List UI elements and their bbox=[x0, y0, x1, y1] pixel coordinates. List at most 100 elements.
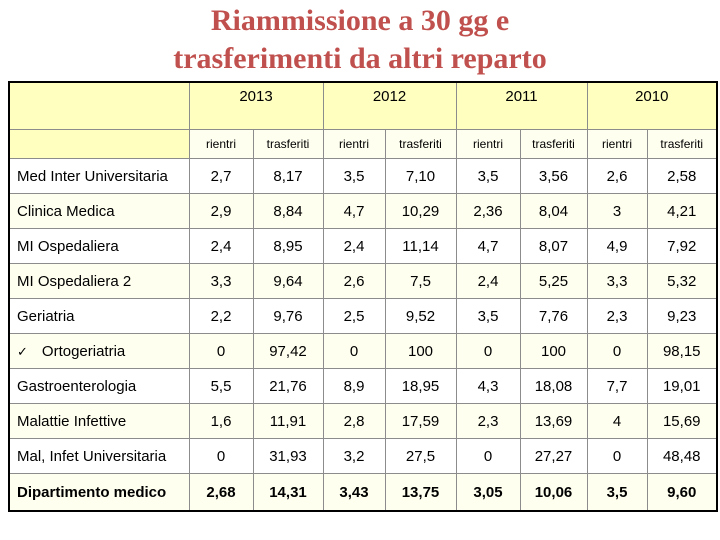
table-row: Clinica Medica 2,9 8,84 4,7 10,29 2,36 8,04 3 4,… bbox=[8, 193, 718, 229]
value-cell: 2,36 bbox=[455, 193, 521, 229]
value-cell: 2,8 bbox=[322, 403, 386, 439]
slide-title: Riammissione a 30 gg e trasferimenti da … bbox=[0, 2, 720, 78]
value-cell: 9,52 bbox=[384, 298, 457, 334]
value-cell: 4,21 bbox=[646, 193, 718, 229]
table-row: Med Inter Universitaria 2,7 8,17 3,5 7,10 3,5… bbox=[8, 158, 718, 194]
value-cell: 8,17 bbox=[252, 158, 324, 194]
value-cell: 18,95 bbox=[384, 368, 457, 404]
value-cell: 2,5 bbox=[322, 298, 386, 334]
value-cell: 7,7 bbox=[586, 368, 648, 404]
value-cell: 2,9 bbox=[188, 193, 254, 229]
total-value-cell: 14,31 bbox=[252, 473, 324, 512]
value-cell: 3,56 bbox=[519, 158, 588, 194]
value-cell: 2,3 bbox=[455, 403, 521, 439]
total-value-cell: 3,43 bbox=[322, 473, 386, 512]
table-row: MI Ospedaliera 2,4 8,95 2,4 11,14 4,7 8,07 4,9 7… bbox=[8, 228, 718, 264]
row-label: Mal, Infet Universitaria bbox=[8, 438, 190, 474]
value-cell: 2,6 bbox=[322, 263, 386, 299]
year-header-2012: 2012 bbox=[322, 81, 457, 130]
value-cell: 17,59 bbox=[384, 403, 457, 439]
value-cell: 4,9 bbox=[586, 228, 648, 264]
year-header-2011: 2011 bbox=[455, 81, 588, 130]
value-cell: 4,7 bbox=[322, 193, 386, 229]
value-cell: 0 bbox=[322, 333, 386, 369]
value-cell: 2,4 bbox=[188, 228, 254, 264]
sub-header-rientri: rientri bbox=[188, 129, 254, 159]
row-label: Gastroenterologia bbox=[8, 368, 190, 404]
value-cell: 3,5 bbox=[455, 158, 521, 194]
value-cell: 7,5 bbox=[384, 263, 457, 299]
value-cell: 7,76 bbox=[519, 298, 588, 334]
value-cell: 19,01 bbox=[646, 368, 718, 404]
sub-header-trasferiti: trasferiti bbox=[384, 129, 457, 159]
value-cell: 2,2 bbox=[188, 298, 254, 334]
value-cell: 9,64 bbox=[252, 263, 324, 299]
sub-corner-cell bbox=[8, 129, 190, 159]
sub-header-trasferiti: trasferiti bbox=[519, 129, 588, 159]
value-cell: 8,95 bbox=[252, 228, 324, 264]
value-cell: 4 bbox=[586, 403, 648, 439]
value-cell: 2,3 bbox=[586, 298, 648, 334]
value-cell: 0 bbox=[188, 438, 254, 474]
value-cell: 27,27 bbox=[519, 438, 588, 474]
check-icon: ✓ bbox=[17, 343, 28, 359]
value-cell: 0 bbox=[586, 438, 648, 474]
title-line-2: trasferimenti da altri reparto bbox=[173, 42, 547, 75]
value-cell: 31,93 bbox=[252, 438, 324, 474]
total-value-cell: 9,60 bbox=[646, 473, 718, 512]
row-label: Med Inter Universitaria bbox=[8, 158, 190, 194]
value-cell: 15,69 bbox=[646, 403, 718, 439]
row-label: MI Ospedaliera 2 bbox=[8, 263, 190, 299]
value-cell: 3,5 bbox=[322, 158, 386, 194]
value-cell: 13,69 bbox=[519, 403, 588, 439]
value-cell: 3,2 bbox=[322, 438, 386, 474]
value-cell: 0 bbox=[586, 333, 648, 369]
total-value-cell: 3,5 bbox=[586, 473, 648, 512]
value-cell: 11,14 bbox=[384, 228, 457, 264]
value-cell: 8,84 bbox=[252, 193, 324, 229]
value-cell: 0 bbox=[455, 438, 521, 474]
value-cell: 11,91 bbox=[252, 403, 324, 439]
sub-header-rientri: rientri bbox=[586, 129, 648, 159]
year-header-row: 2013 2012 2011 2010 bbox=[8, 81, 718, 130]
table-row: Geriatria 2,2 9,76 2,5 9,52 3,5 7,76 2,3 9,23 bbox=[8, 298, 718, 334]
value-cell: 0 bbox=[188, 333, 254, 369]
value-cell: 8,07 bbox=[519, 228, 588, 264]
total-label: Dipartimento medico bbox=[8, 473, 190, 512]
value-cell: 2,4 bbox=[322, 228, 386, 264]
value-cell: 4,7 bbox=[455, 228, 521, 264]
value-cell: 98,15 bbox=[646, 333, 718, 369]
value-cell: 97,42 bbox=[252, 333, 324, 369]
value-cell: 18,08 bbox=[519, 368, 588, 404]
readmission-table: 2013 2012 2011 2010 rientri trasferiti r… bbox=[8, 81, 718, 512]
value-cell: 5,32 bbox=[646, 263, 718, 299]
table-row: ✓ Ortogeriatria 0 97,42 0 100 0 100 0 98,15 bbox=[8, 333, 718, 369]
year-header-2013: 2013 bbox=[188, 81, 324, 130]
row-label-text: Ortogeriatria bbox=[41, 342, 126, 360]
row-label: Malattie Infettive bbox=[8, 403, 190, 439]
sub-header-trasferiti: trasferiti bbox=[252, 129, 324, 159]
value-cell: 3,5 bbox=[455, 298, 521, 334]
table-body: 2013 2012 2011 2010 rientri trasferiti r… bbox=[8, 81, 718, 512]
total-row: Dipartimento medico 2,68 14,31 3,43 13,75 3,0… bbox=[8, 473, 718, 512]
sub-header-rientri: rientri bbox=[455, 129, 521, 159]
row-label: MI Ospedaliera bbox=[8, 228, 190, 264]
value-cell: 27,5 bbox=[384, 438, 457, 474]
total-value-cell: 2,68 bbox=[188, 473, 254, 512]
total-value-cell: 13,75 bbox=[384, 473, 457, 512]
table-row: Gastroenterologia 5,5 21,76 8,9 18,95 4,3 18,0… bbox=[8, 368, 718, 404]
value-cell: 5,25 bbox=[519, 263, 588, 299]
value-cell: 8,9 bbox=[322, 368, 386, 404]
value-cell: 1,6 bbox=[188, 403, 254, 439]
sub-header-trasferiti: trasferiti bbox=[646, 129, 718, 159]
corner-cell bbox=[8, 81, 190, 130]
value-cell: 9,23 bbox=[646, 298, 718, 334]
table-row: Mal, Infet Universitaria 0 31,93 3,2 27,5 0 27… bbox=[8, 438, 718, 474]
value-cell: 9,76 bbox=[252, 298, 324, 334]
value-cell: 48,48 bbox=[646, 438, 718, 474]
value-cell: 3,3 bbox=[586, 263, 648, 299]
sub-header-rientri: rientri bbox=[322, 129, 386, 159]
value-cell: 100 bbox=[384, 333, 457, 369]
row-label: Clinica Medica bbox=[8, 193, 190, 229]
row-label: Geriatria bbox=[8, 298, 190, 334]
